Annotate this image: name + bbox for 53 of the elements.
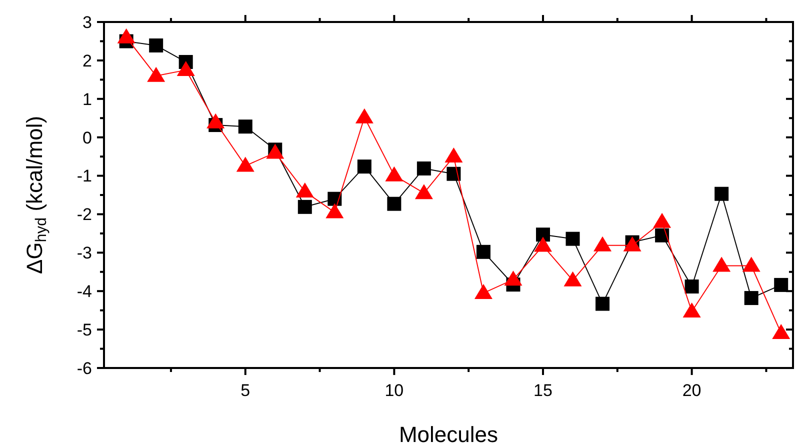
point bbox=[387, 196, 402, 211]
point bbox=[444, 148, 463, 163]
point bbox=[446, 166, 461, 181]
x-tick-label: 5 bbox=[240, 381, 250, 400]
point bbox=[474, 284, 492, 300]
point bbox=[504, 270, 522, 286]
point bbox=[117, 28, 136, 44]
point bbox=[355, 108, 374, 124]
point bbox=[742, 256, 760, 272]
point bbox=[298, 200, 312, 214]
point bbox=[147, 66, 166, 82]
y-tick-label: 0 bbox=[82, 128, 92, 148]
point bbox=[176, 61, 195, 76]
point bbox=[536, 228, 550, 242]
point bbox=[564, 271, 582, 286]
point bbox=[416, 161, 431, 176]
point bbox=[684, 280, 699, 294]
y-tick-label: -4 bbox=[76, 282, 92, 302]
point bbox=[476, 244, 490, 259]
point bbox=[236, 156, 254, 172]
y-tick-label: -1 bbox=[76, 166, 92, 186]
y-tick-label: -6 bbox=[76, 358, 92, 378]
y-tick-label: 2 bbox=[82, 51, 92, 70]
point bbox=[534, 236, 552, 252]
x-tick-label: 10 bbox=[384, 381, 404, 400]
point bbox=[149, 38, 164, 52]
point bbox=[357, 160, 372, 174]
point bbox=[328, 192, 342, 206]
point bbox=[712, 256, 731, 272]
point bbox=[414, 184, 433, 200]
point bbox=[774, 278, 788, 292]
point bbox=[653, 212, 672, 228]
point bbox=[596, 296, 610, 311]
point bbox=[238, 120, 252, 134]
x-axis-title: Molecules bbox=[398, 422, 498, 447]
point bbox=[682, 302, 701, 318]
point bbox=[714, 186, 729, 201]
y-tick-label: 3 bbox=[82, 12, 92, 32]
point bbox=[744, 291, 758, 306]
point bbox=[385, 166, 404, 182]
y-tick-label: 1 bbox=[82, 90, 92, 109]
y-tick-label: -3 bbox=[76, 244, 92, 263]
point bbox=[296, 182, 314, 198]
x-tick-label: 20 bbox=[682, 381, 702, 400]
point bbox=[566, 232, 580, 246]
y-tick-label: -2 bbox=[76, 205, 92, 224]
point bbox=[772, 324, 790, 340]
point bbox=[594, 236, 612, 252]
y-tick-label: -5 bbox=[76, 320, 92, 340]
point bbox=[326, 203, 344, 218]
x-tick-label: 15 bbox=[534, 381, 552, 400]
point bbox=[206, 113, 225, 128]
point bbox=[655, 228, 670, 242]
